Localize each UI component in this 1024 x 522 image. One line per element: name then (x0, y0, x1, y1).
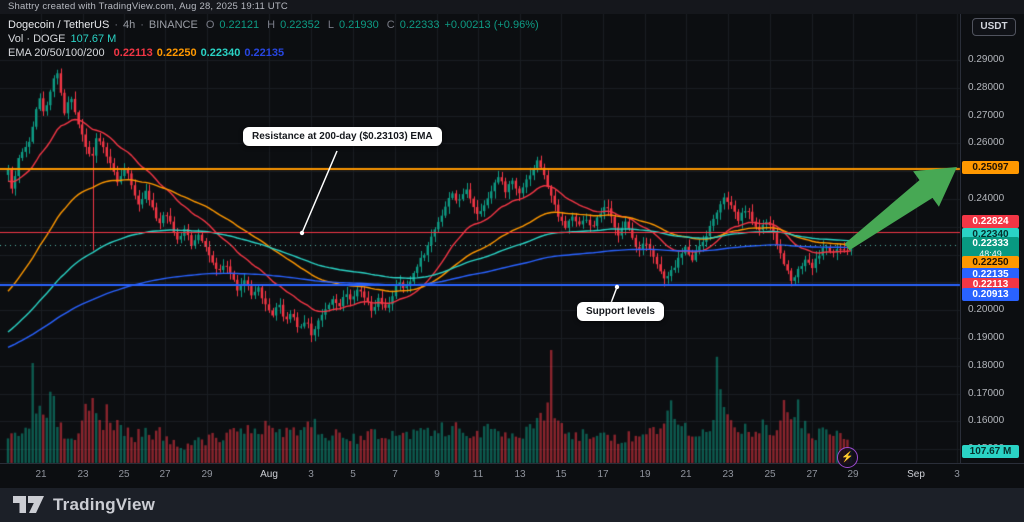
time-tick-label: 3 (954, 469, 960, 480)
price-tick-label: 0.19000 (968, 332, 1005, 343)
ema-value: 0.22135 (244, 46, 285, 59)
time-tick-label: 3 (308, 469, 314, 480)
volume-value: 107.67 M (70, 32, 117, 45)
ema-value: 0.22250 (156, 46, 197, 59)
time-tick-label: 19 (639, 469, 651, 480)
chart-legend: Dogecoin / TetherUS · 4h · BINANCE O 0.22… (8, 18, 539, 60)
price-tick-label: 0.18000 (968, 359, 1005, 371)
price-badge: 0.22250 (962, 256, 1019, 269)
open-value: 0.22121 (219, 18, 260, 31)
time-tick-label: 29 (847, 469, 859, 480)
change-value: +0.00213 (+0.96%) (444, 18, 539, 31)
price-badge: 0.22135 (962, 268, 1019, 281)
attribution-bar: Shattry created with TradingView.com, Au… (0, 0, 1024, 14)
ema-values: 0.22113 0.22250 0.22340 0.22135 (110, 47, 284, 59)
symbol-name[interactable]: Dogecoin / TetherUS (8, 18, 110, 31)
price-badge: 0.20913 (962, 288, 1019, 301)
tradingview-wordmark[interactable]: TradingView (53, 495, 156, 514)
time-tick-label: 23 (722, 469, 734, 480)
usdt-button[interactable]: USDT (972, 18, 1016, 36)
time-tick-label: 25 (764, 469, 776, 480)
volume-row[interactable]: Vol · DOGE 107.67 M (8, 32, 539, 45)
ema-row[interactable]: EMA 20/50/100/200 0.22113 0.22250 0.22340 0… (8, 46, 539, 59)
tradingview-logo[interactable] (13, 493, 45, 517)
time-tick-label: 7 (392, 469, 398, 480)
price-badge: 0.22333 48:49 (962, 237, 1019, 260)
price-badge: 0.25097 (962, 161, 1019, 174)
exchange-label[interactable]: BINANCE (148, 18, 198, 31)
price-tick-label: 0.26000 (968, 137, 1005, 149)
low-value: 0.21930 (338, 18, 379, 31)
time-tick-label: 27 (159, 469, 171, 480)
high-value: 0.22352 (280, 18, 320, 31)
attribution-text: Shattry created with TradingView.com, Au… (8, 1, 288, 12)
symbol-row[interactable]: Dogecoin / TetherUS · 4h · BINANCE O 0.22… (8, 18, 539, 31)
price-chart-canvas[interactable] (0, 14, 1024, 488)
price-tick-label: 0.27000 (968, 109, 1005, 121)
time-tick-label: 17 (597, 469, 609, 480)
footer-bar: TradingView (0, 488, 1024, 522)
ema-value: 0.22113 (113, 46, 153, 59)
price-badge: 0.22824 (962, 215, 1019, 228)
time-tick-label: 21 (680, 469, 692, 480)
price-tick-label: 0.29000 (968, 54, 1005, 65)
time-tick-label: 21 (35, 469, 47, 480)
support-callout[interactable]: Support levels (577, 302, 664, 321)
lightning-trade-button[interactable]: ⚡ (837, 447, 858, 468)
volume-label: Vol · DOGE (8, 32, 66, 45)
interval-label[interactable]: 4h (122, 18, 136, 31)
ema-value: 0.22340 (200, 46, 241, 59)
time-axis[interactable]: 21 23 25 27 29 Aug 3 5 7 9 11 13 15 17 19 21 23 25 27 29 Sep… (0, 463, 1024, 488)
time-tick-label: 13 (514, 469, 526, 480)
time-tick-label: 23 (77, 469, 89, 480)
price-tick-label: 0.17000 (968, 387, 1005, 399)
close-value: 0.22333 (399, 18, 440, 31)
price-tick-label: 0.28000 (968, 81, 1005, 93)
price-badge: 0.22113 (962, 278, 1019, 291)
time-tick-label: 25 (118, 469, 130, 480)
time-tick-label: Aug (260, 469, 278, 480)
separator-dot: · (114, 18, 118, 31)
price-badge: 107.67 M (962, 445, 1019, 458)
ema-label: EMA 20/50/100/200 (8, 46, 105, 59)
low-label: L (327, 18, 334, 31)
time-tick-label: 11 (472, 469, 484, 480)
separator-dot: · (140, 18, 144, 31)
open-label: O (205, 18, 215, 31)
high-label: H (267, 18, 276, 31)
price-tick-label: 0.24000 (968, 193, 1005, 204)
time-tick-label: Sep (907, 469, 925, 480)
resistance-callout[interactable]: Resistance at 200-day ($0.23103) EMA (243, 127, 442, 146)
price-tick-label: 0.16000 (968, 415, 1005, 427)
chart-area[interactable]: Dogecoin / TetherUS · 4h · BINANCE O 0.22… (0, 14, 1024, 488)
time-tick-label: 15 (555, 469, 567, 480)
price-axis-separator (960, 14, 961, 463)
time-tick-label: 27 (806, 469, 818, 480)
time-tick-label: 9 (434, 469, 440, 480)
time-tick-label: 5 (350, 469, 356, 480)
close-label: C (386, 18, 395, 31)
price-tick-label: 0.20000 (968, 304, 1005, 316)
time-tick-label: 29 (201, 469, 213, 480)
